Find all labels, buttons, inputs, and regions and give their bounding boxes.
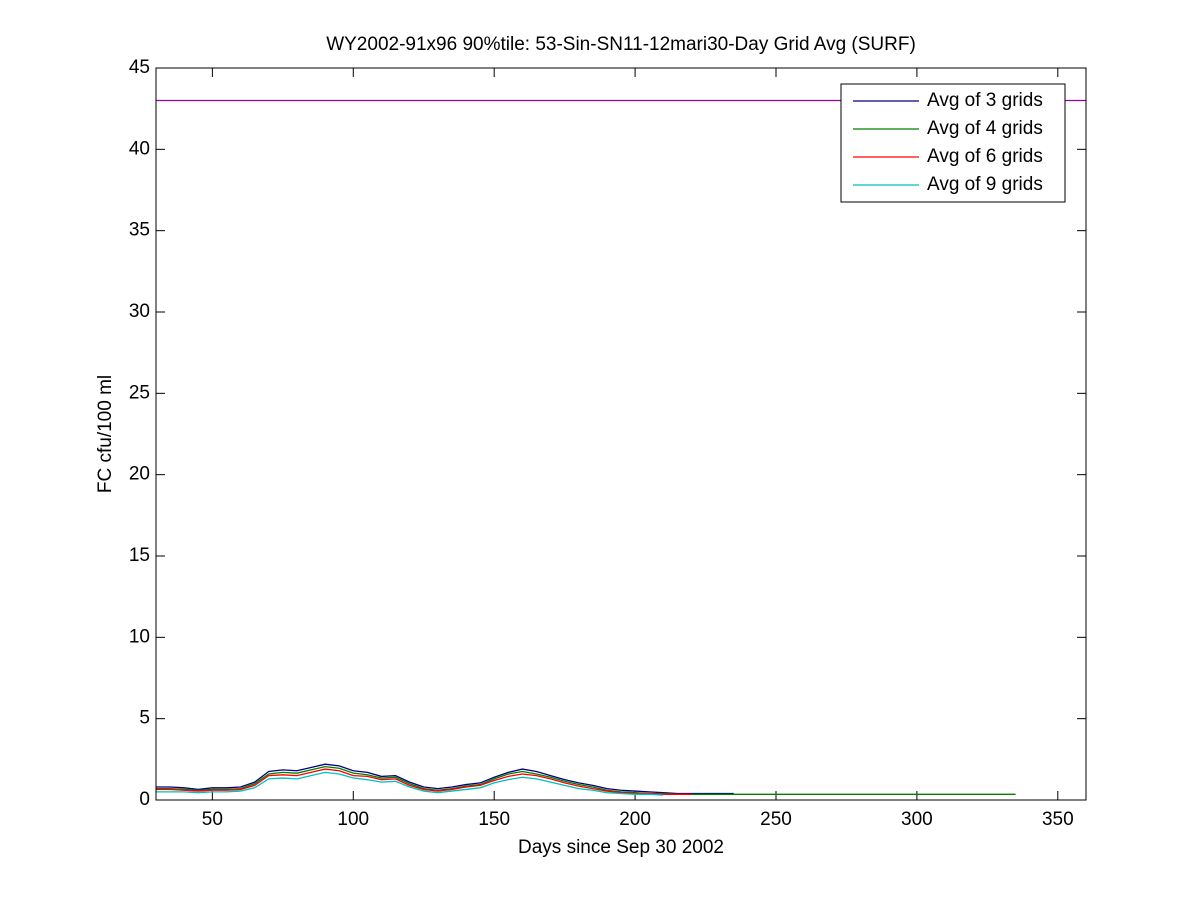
y-tick-label: 5 bbox=[139, 708, 150, 729]
x-tick-label: 200 bbox=[619, 809, 651, 830]
x-tick-label: 50 bbox=[202, 809, 223, 830]
x-tick-label: 100 bbox=[337, 809, 369, 830]
y-tick-label: 40 bbox=[129, 138, 150, 159]
series-line bbox=[156, 768, 692, 795]
y-axis-label: FC cfu/100 ml bbox=[95, 375, 116, 493]
series-line bbox=[156, 771, 664, 796]
legend-box bbox=[840, 83, 1066, 203]
x-tick-label: 300 bbox=[901, 809, 933, 830]
y-tick-label: 35 bbox=[129, 220, 150, 241]
y-tick-label: 20 bbox=[129, 464, 150, 485]
x-axis-label: Days since Sep 30 2002 bbox=[518, 837, 724, 858]
y-tick-label: 25 bbox=[129, 382, 150, 403]
y-tick-label: 15 bbox=[129, 545, 150, 566]
legend-label: Avg of 4 grids bbox=[927, 118, 1043, 139]
chart-title: WY2002-91x96 90%tile: 53-Sin-SN11-12mari… bbox=[326, 34, 916, 55]
y-tick-label: 0 bbox=[139, 789, 150, 810]
series-line bbox=[156, 763, 734, 795]
legend-label: Avg of 3 grids bbox=[927, 90, 1043, 111]
series-line bbox=[156, 765, 1016, 795]
legend-label: Avg of 9 grids bbox=[927, 174, 1043, 195]
legend-label: Avg of 6 grids bbox=[927, 146, 1043, 167]
y-tick-label: 10 bbox=[129, 626, 150, 647]
x-tick-label: 350 bbox=[1042, 809, 1074, 830]
x-tick-label: 150 bbox=[478, 809, 510, 830]
y-tick-label: 30 bbox=[129, 301, 150, 322]
x-tick-label: 250 bbox=[760, 809, 792, 830]
y-tick-label: 45 bbox=[129, 57, 150, 78]
axes-box bbox=[155, 67, 1087, 801]
